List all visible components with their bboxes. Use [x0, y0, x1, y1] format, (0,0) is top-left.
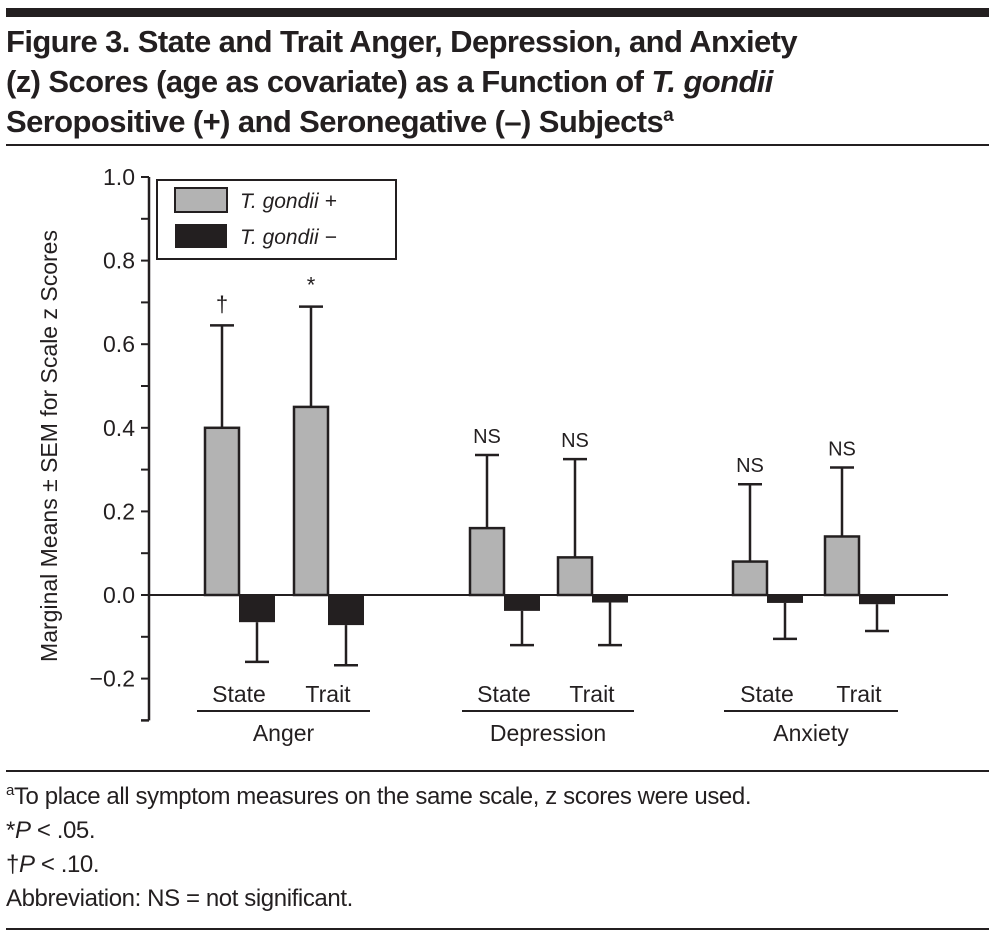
legend-swatch-seropositive: [174, 187, 228, 213]
note-a: aTo place all symptom measures on the sa…: [6, 780, 989, 814]
title-line-2-text: (z) Scores (age as covariate) as a Funct…: [6, 64, 652, 99]
legend-swatch-seronegative: [175, 224, 227, 248]
notes-rule: [6, 770, 989, 772]
title-line-2: (z) Scores (age as covariate) as a Funct…: [6, 62, 989, 102]
legend-label: T. gondii +: [240, 190, 337, 213]
y-tick-label: 0.2: [103, 498, 135, 524]
bar-seropositive: [823, 535, 861, 597]
y-axis: −0.2 0.0 0.2 0.4 0.6 0.8 1.0: [90, 164, 948, 722]
bar-seropositive: [292, 405, 330, 597]
y-axis-label: Marginal Means ± SEM for Scale z Scores: [36, 230, 62, 662]
y-tick-label: −0.2: [90, 666, 135, 692]
y-tick-label: 0.8: [103, 248, 135, 274]
note-dagger-text: < .10.: [34, 851, 100, 878]
top-rule: [6, 8, 989, 17]
bottom-rule: [6, 928, 989, 930]
note-dagger-symbol: †: [6, 851, 19, 878]
subcategory-label: Trait: [305, 681, 351, 707]
note-star-text: < .05.: [30, 817, 96, 844]
bar-seropositive: [468, 526, 506, 597]
title-footnote-marker: a: [663, 105, 674, 126]
note-a-marker: a: [6, 782, 14, 799]
bar-seropositive: [731, 560, 769, 597]
subcategory-label: Trait: [569, 681, 615, 707]
title-line-3-text: Seropositive (+) and Seronegative (–) Su…: [6, 104, 664, 139]
subcategory-label: State: [477, 681, 531, 707]
y-tick-label: 0.0: [103, 582, 135, 608]
bar-seronegative: [239, 595, 275, 623]
subcategory-label: State: [212, 681, 266, 707]
title-line-3: Seropositive (+) and Seronegative (–) Su…: [6, 102, 989, 142]
figure-notes: aTo place all symptom measures on the sa…: [6, 780, 989, 916]
note-star-symbol: *: [6, 817, 15, 844]
y-tick-label: 0.4: [103, 415, 135, 441]
bar-seronegative: [592, 595, 628, 603]
significance-label: NS: [473, 426, 501, 448]
title-line-1: Figure 3. State and Trait Anger, Depress…: [6, 24, 798, 59]
bar-seropositive: [203, 426, 241, 597]
title-species: T. gondii: [651, 64, 773, 99]
bar-seronegative: [767, 595, 803, 603]
significance-label: NS: [736, 455, 764, 477]
subcategory-label: State: [740, 681, 794, 707]
subcategory-label: Trait: [836, 681, 882, 707]
bar-seropositive: [556, 556, 594, 597]
figure-title: Figure 3. State and Trait Anger, Depress…: [6, 22, 989, 142]
note-abbreviation: Abbreviation: NS = not significant.: [6, 885, 353, 912]
group-label: Anger: [253, 720, 315, 746]
significance-label: *: [307, 273, 316, 298]
bar-seronegative: [328, 595, 364, 626]
significance-label: †: [216, 291, 228, 316]
note-star: *P < .05.: [6, 814, 989, 848]
y-tick-label: 0.6: [103, 331, 135, 357]
y-tick-label: 1.0: [103, 164, 135, 190]
bars: † * NS NS NS NS: [203, 273, 895, 667]
category-labels: State Trait Anger State Trait Depression State…: [197, 681, 898, 746]
group-label: Depression: [490, 720, 606, 746]
note-a-text: To place all symptom measures on the sam…: [13, 783, 752, 810]
bar-seronegative: [859, 595, 895, 605]
bar-chart: −0.2 0.0 0.2 0.4 0.6 0.8 1.0 † * NS NS NS NS State T…: [36, 164, 948, 746]
legend: T. gondii + T. gondii −: [156, 179, 397, 260]
title-rule: [6, 144, 989, 146]
bar-seronegative: [504, 595, 540, 611]
note-star-p: P: [14, 817, 31, 844]
significance-label: NS: [828, 439, 856, 461]
note-dagger: †P < .10.: [6, 848, 989, 882]
note-dagger-p: P: [18, 851, 35, 878]
group-label: Anxiety: [773, 720, 849, 746]
significance-label: NS: [561, 430, 589, 452]
legend-label: T. gondii −: [240, 226, 337, 249]
